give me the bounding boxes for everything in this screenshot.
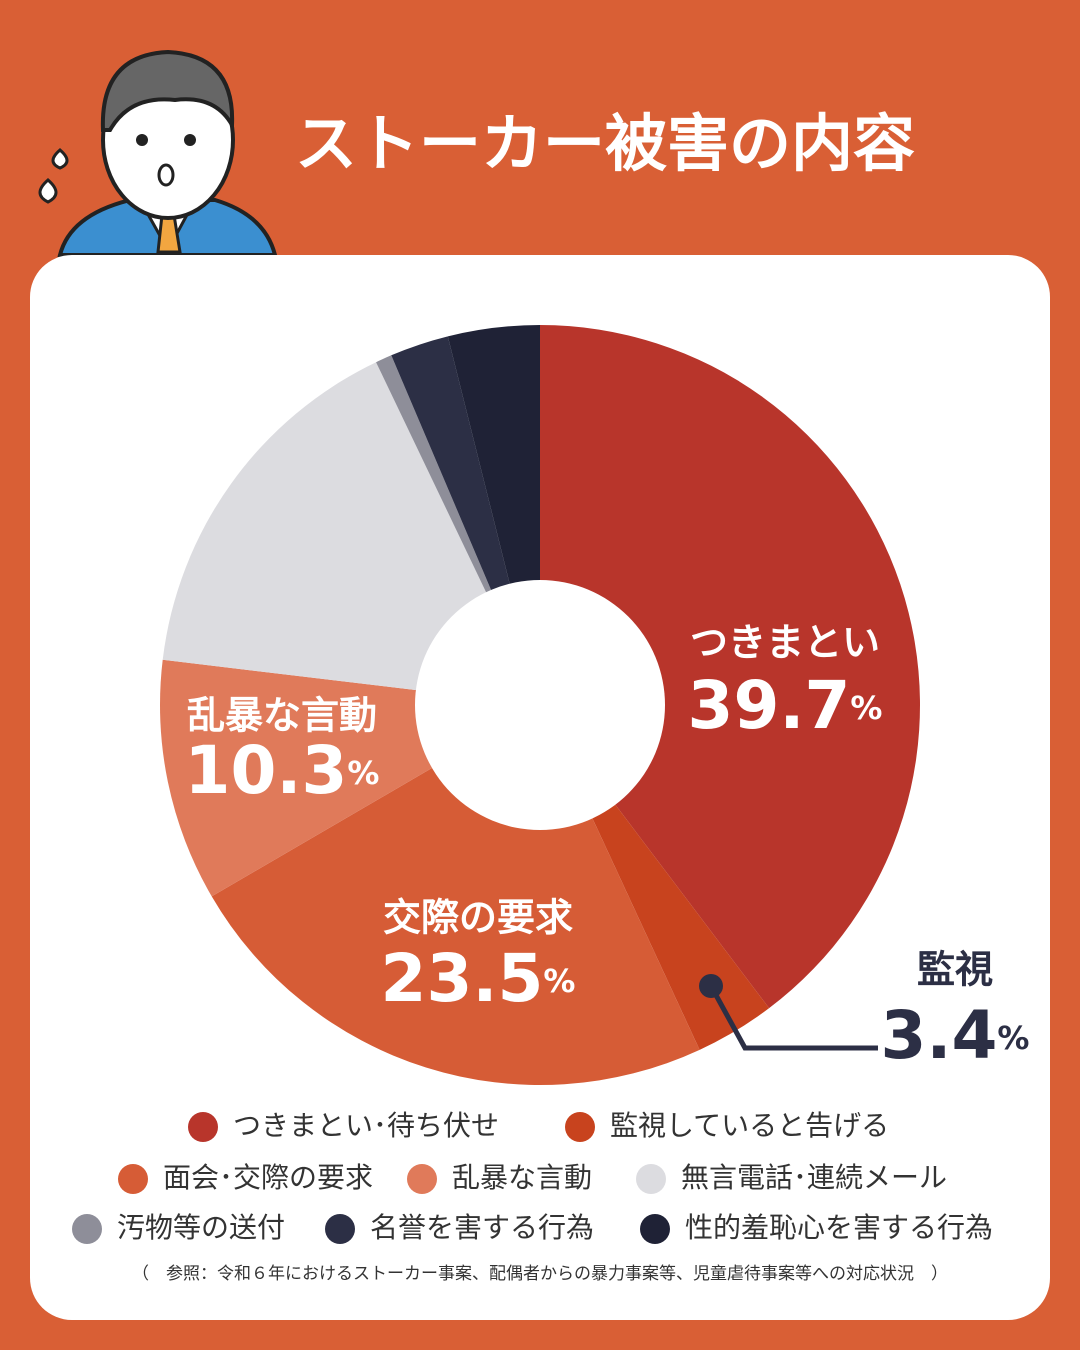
value-number: 3.4	[881, 997, 998, 1074]
legend-label: 面会･交際の要求	[163, 1161, 373, 1194]
value-number: 23.5	[381, 940, 544, 1017]
legend-swatch	[188, 1112, 218, 1142]
value-number: 10.3	[185, 732, 348, 809]
value-label: 10.3%	[185, 732, 380, 809]
value-unit: %	[543, 962, 575, 1000]
value-unit: %	[997, 1019, 1029, 1057]
legend-label: 汚物等の送付	[117, 1211, 285, 1244]
legend-label: 名誉を害する行為	[370, 1211, 594, 1244]
character	[38, 49, 278, 257]
legend-swatch	[325, 1214, 355, 1244]
slice	[162, 362, 541, 705]
value-number: 39.7	[688, 667, 851, 744]
source-note: （ 参照：令和６年におけるストーカー事案、配偶者からの暴力事案等、児童虐待事案等…	[132, 1264, 948, 1284]
slice-label: つきまとい	[690, 621, 880, 665]
leader-dot	[699, 974, 723, 998]
legend-swatch	[636, 1164, 666, 1194]
legend-swatch	[565, 1112, 595, 1142]
slice	[540, 325, 920, 1009]
legend-label: 監視していると告げる	[610, 1109, 889, 1142]
value-label: 3.4%	[881, 997, 1030, 1074]
slice-label: 交際の要求	[383, 896, 573, 940]
legend-swatch	[407, 1164, 437, 1194]
legend-swatch	[118, 1164, 148, 1194]
legend-swatch	[72, 1214, 102, 1244]
slice-label: 監視	[917, 948, 993, 992]
value-unit: %	[347, 754, 379, 792]
legend-label: 無言電話･連続メール	[681, 1161, 947, 1194]
legend-label: 乱暴な言動	[452, 1161, 592, 1194]
legend-label: 性的羞恥心を害する行為	[685, 1211, 993, 1244]
chart-title: ストーカー被害の内容	[295, 107, 915, 180]
legend-swatch	[640, 1214, 670, 1244]
value-label: 39.7%	[688, 667, 883, 744]
donut-hole	[415, 580, 665, 830]
value-label: 23.5%	[381, 940, 576, 1017]
legend-label: つきまとい･待ち伏せ	[233, 1109, 499, 1142]
leader-line	[708, 984, 878, 1051]
value-unit: %	[850, 689, 882, 727]
slice-label: 乱暴な言動	[187, 694, 377, 738]
